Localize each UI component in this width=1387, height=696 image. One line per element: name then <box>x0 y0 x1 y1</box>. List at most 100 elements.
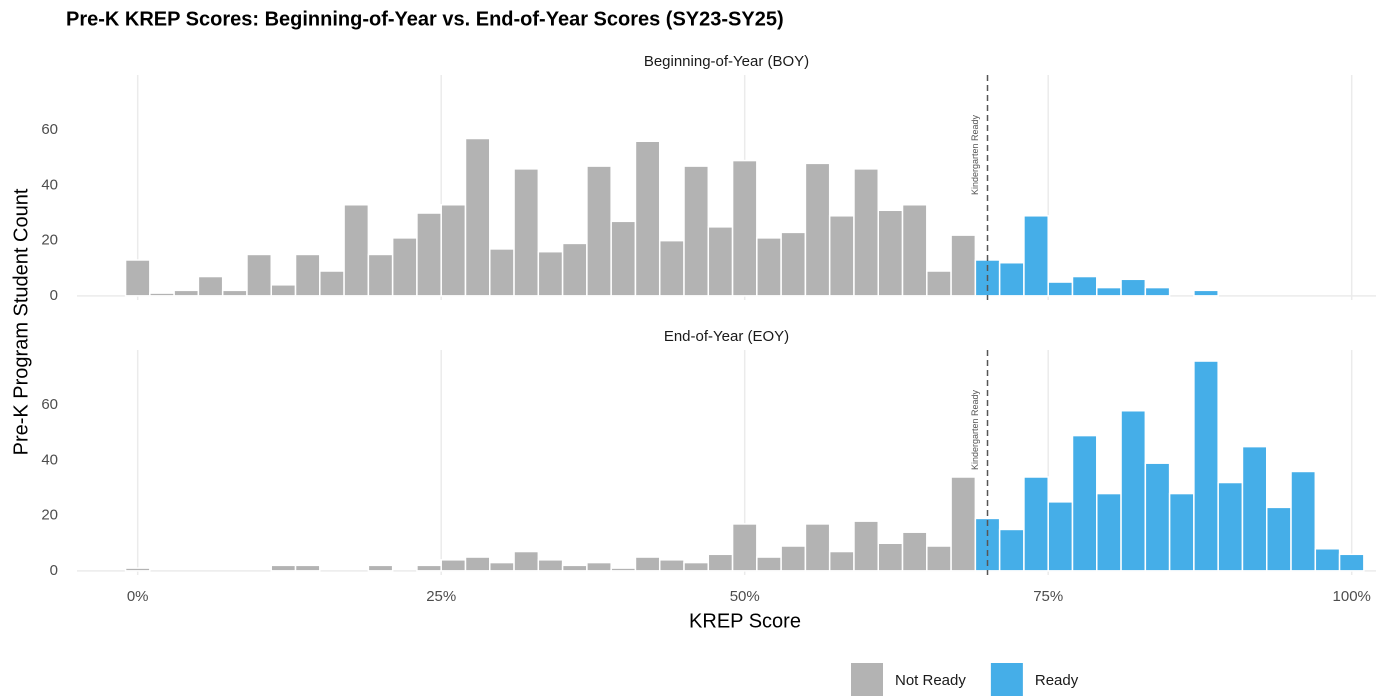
histogram-bar <box>901 204 928 297</box>
y-tick-label: 0 <box>50 287 58 304</box>
histogram-bar <box>998 528 1025 572</box>
histogram-bar <box>998 261 1025 297</box>
x-tick-label: 25% <box>426 588 456 605</box>
histogram-bar <box>756 237 782 297</box>
histogram-bar <box>804 523 831 572</box>
histogram-bar <box>221 289 248 297</box>
x-tick-label: 50% <box>730 588 760 605</box>
histogram-bar <box>1071 434 1098 572</box>
histogram-bar <box>464 556 491 572</box>
histogram-bar <box>391 237 418 297</box>
histogram-bar <box>610 220 637 297</box>
legend-label: Ready <box>1035 672 1079 689</box>
histogram-bar <box>367 564 394 572</box>
histogram-bar <box>367 253 394 297</box>
histogram-bar <box>780 545 807 572</box>
histogram-bar <box>537 250 564 297</box>
histogram-bar <box>950 234 977 297</box>
histogram-bar <box>926 545 952 572</box>
histogram-bar <box>149 292 175 297</box>
histogram-bar <box>586 165 612 297</box>
histogram-bar <box>1096 286 1122 297</box>
legend-label: Not Ready <box>895 672 966 689</box>
legend-swatch <box>851 663 883 696</box>
histogram-bar <box>1314 548 1341 572</box>
histogram-bar <box>828 215 855 297</box>
y-axis-label: Pre-K Program Student Count <box>10 188 32 455</box>
histogram-bar <box>294 564 321 572</box>
y-tick-label: 40 <box>41 451 58 468</box>
x-axis-label: KREP Score <box>689 610 801 632</box>
histogram-bar <box>1047 281 1074 297</box>
histogram-bar <box>537 559 564 572</box>
histogram-bar <box>780 231 807 297</box>
histogram-bar <box>1047 501 1074 572</box>
histogram-bar <box>683 561 710 572</box>
histogram-bar <box>561 564 588 572</box>
histogram-bar <box>440 559 467 572</box>
histogram-bar <box>1144 286 1171 297</box>
histogram-bar <box>610 567 637 572</box>
histogram-bar <box>731 523 758 572</box>
histogram-bar <box>1193 360 1219 572</box>
histogram-bar <box>634 140 661 297</box>
histogram-bar <box>294 253 321 297</box>
histogram-bar <box>1120 278 1147 297</box>
histogram-bar <box>561 242 588 297</box>
histogram-bar <box>416 564 442 572</box>
histogram-bar <box>440 204 467 297</box>
x-tick-label: 75% <box>1033 588 1063 605</box>
histogram-bar <box>1338 553 1365 572</box>
y-tick-label: 60 <box>41 396 58 413</box>
histogram-bar <box>683 165 710 297</box>
x-tick-label: 100% <box>1333 588 1371 605</box>
histogram-bar <box>270 284 297 297</box>
histogram-bar <box>270 564 297 572</box>
histogram-bar <box>853 520 880 572</box>
histogram-bar <box>343 204 370 297</box>
histogram-bar <box>1217 481 1244 572</box>
histogram-bar <box>707 226 734 297</box>
y-tick-label: 20 <box>41 232 58 249</box>
histogram-bar <box>513 168 540 297</box>
histogram-bar <box>707 553 734 572</box>
histogram-bar <box>926 270 952 297</box>
histogram-bar <box>513 550 540 572</box>
threshold-label: Kindergarten Ready <box>970 389 980 470</box>
histogram-bar <box>489 561 515 572</box>
histogram-bar <box>124 567 151 572</box>
histogram-bar <box>901 531 928 572</box>
histogram-bar <box>1023 476 1049 572</box>
chart-title: Pre-K KREP Scores: Beginning-of-Year vs.… <box>66 8 784 30</box>
histogram-bar <box>124 259 151 297</box>
histogram-bar <box>489 248 515 297</box>
y-tick-label: 60 <box>41 121 58 138</box>
histogram-bar <box>1193 289 1219 297</box>
histogram-bar <box>1120 409 1147 572</box>
histogram-bar <box>464 137 491 297</box>
histogram-bar <box>1096 492 1122 572</box>
histogram-bar <box>853 168 880 297</box>
histogram-bar <box>877 209 904 297</box>
histogram-bar <box>804 162 831 297</box>
histogram-bar <box>950 476 977 572</box>
histogram-bar <box>756 556 782 572</box>
histogram-bar <box>1265 506 1292 572</box>
histogram-bar <box>246 253 272 297</box>
histogram-bar <box>319 270 345 297</box>
histogram-bar <box>1241 445 1268 572</box>
histogram-bar <box>416 212 442 297</box>
panel-title: End-of-Year (EOY) <box>664 328 789 345</box>
panel-title: Beginning-of-Year (BOY) <box>644 53 809 70</box>
legend-swatch <box>990 663 1023 696</box>
histogram-bar <box>197 275 224 297</box>
histogram-bar <box>1144 462 1171 572</box>
histogram-bar <box>828 550 855 572</box>
y-tick-label: 40 <box>41 176 58 193</box>
histogram-bar <box>877 542 904 572</box>
histogram-bar <box>731 159 758 297</box>
x-tick-label: 0% <box>127 588 149 605</box>
histogram-bar <box>634 556 661 572</box>
y-tick-label: 20 <box>41 507 58 524</box>
